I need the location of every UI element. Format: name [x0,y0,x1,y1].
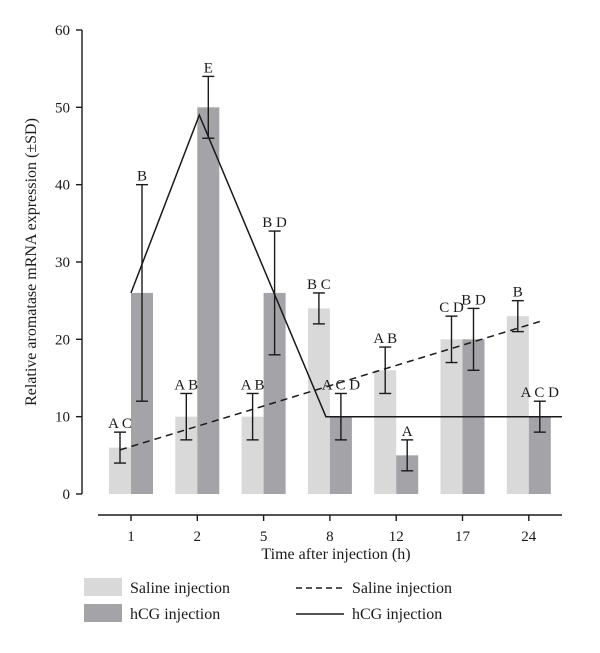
significance-label: A C D [521,385,560,401]
legend-swatch-saline-bar [84,578,122,596]
x-axis: 1 2 5 8 12 17 24 [98,514,562,545]
x-tick-label: 8 [326,529,334,545]
bar-hcg [396,455,419,494]
significance-label: A B [373,331,397,347]
trend-line-saline [119,320,541,451]
y-axis: 0 10 20 30 40 50 60 [55,23,83,503]
bar-saline [109,447,131,494]
bar-saline [374,370,397,494]
bar-hcg [263,292,286,494]
x-tick-label: 5 [260,529,268,545]
legend-label-hcg-line: hCG injection [352,606,442,623]
bar-hcg [197,107,220,494]
y-axis-title: Relative aromatase mRNA expression (±SD) [23,118,40,406]
significance-label: B [513,285,523,301]
y-tick-label: 40 [55,178,70,194]
x-tick-label: 2 [194,529,202,545]
significance-label: A B [241,377,265,393]
y-tick-label: 60 [55,23,70,39]
y-tick-label: 10 [55,410,70,426]
y-tick-label: 30 [55,255,70,271]
significance-label: B [137,169,147,185]
x-tick-label: 12 [389,529,404,545]
significance-label: A C D [322,377,361,393]
x-tick-label: 1 [127,529,135,545]
group-labels: A C A B A B B C A B C D B B E B D A C D A B D A C D [108,60,559,439]
x-tick-label: 24 [521,529,537,545]
y-tick-label: 20 [55,332,70,348]
significance-label: B D [461,292,486,308]
error-bars [114,75,546,472]
significance-label: A [402,424,413,440]
bar-saline [241,416,264,494]
legend-label-saline-line: Saline injection [352,580,452,597]
legend-label-saline-bar: Saline injection [130,580,230,597]
significance-label: C D [439,300,464,316]
legend-swatch-hcg-bar [84,604,122,622]
bar-hcg [528,416,551,494]
bar-hcg [329,416,352,494]
legend-label-hcg-bar: hCG injection [130,606,220,623]
bar-saline [506,316,529,494]
trend-line-hcg [130,113,562,418]
significance-label: B D [262,215,287,231]
x-tick-label: 17 [455,529,471,545]
bar-saline [175,416,198,494]
x-axis-title: Time after injection (h) [261,546,410,563]
significance-label: E [204,60,213,76]
trend-lines [119,113,562,451]
legend: Saline injection hCG injection Saline in… [84,578,452,623]
y-tick-label: 50 [55,100,70,116]
significance-label: A B [174,377,198,393]
significance-label: A C [108,416,132,432]
y-tick-label: 0 [63,487,71,503]
significance-label: B C [307,277,331,293]
